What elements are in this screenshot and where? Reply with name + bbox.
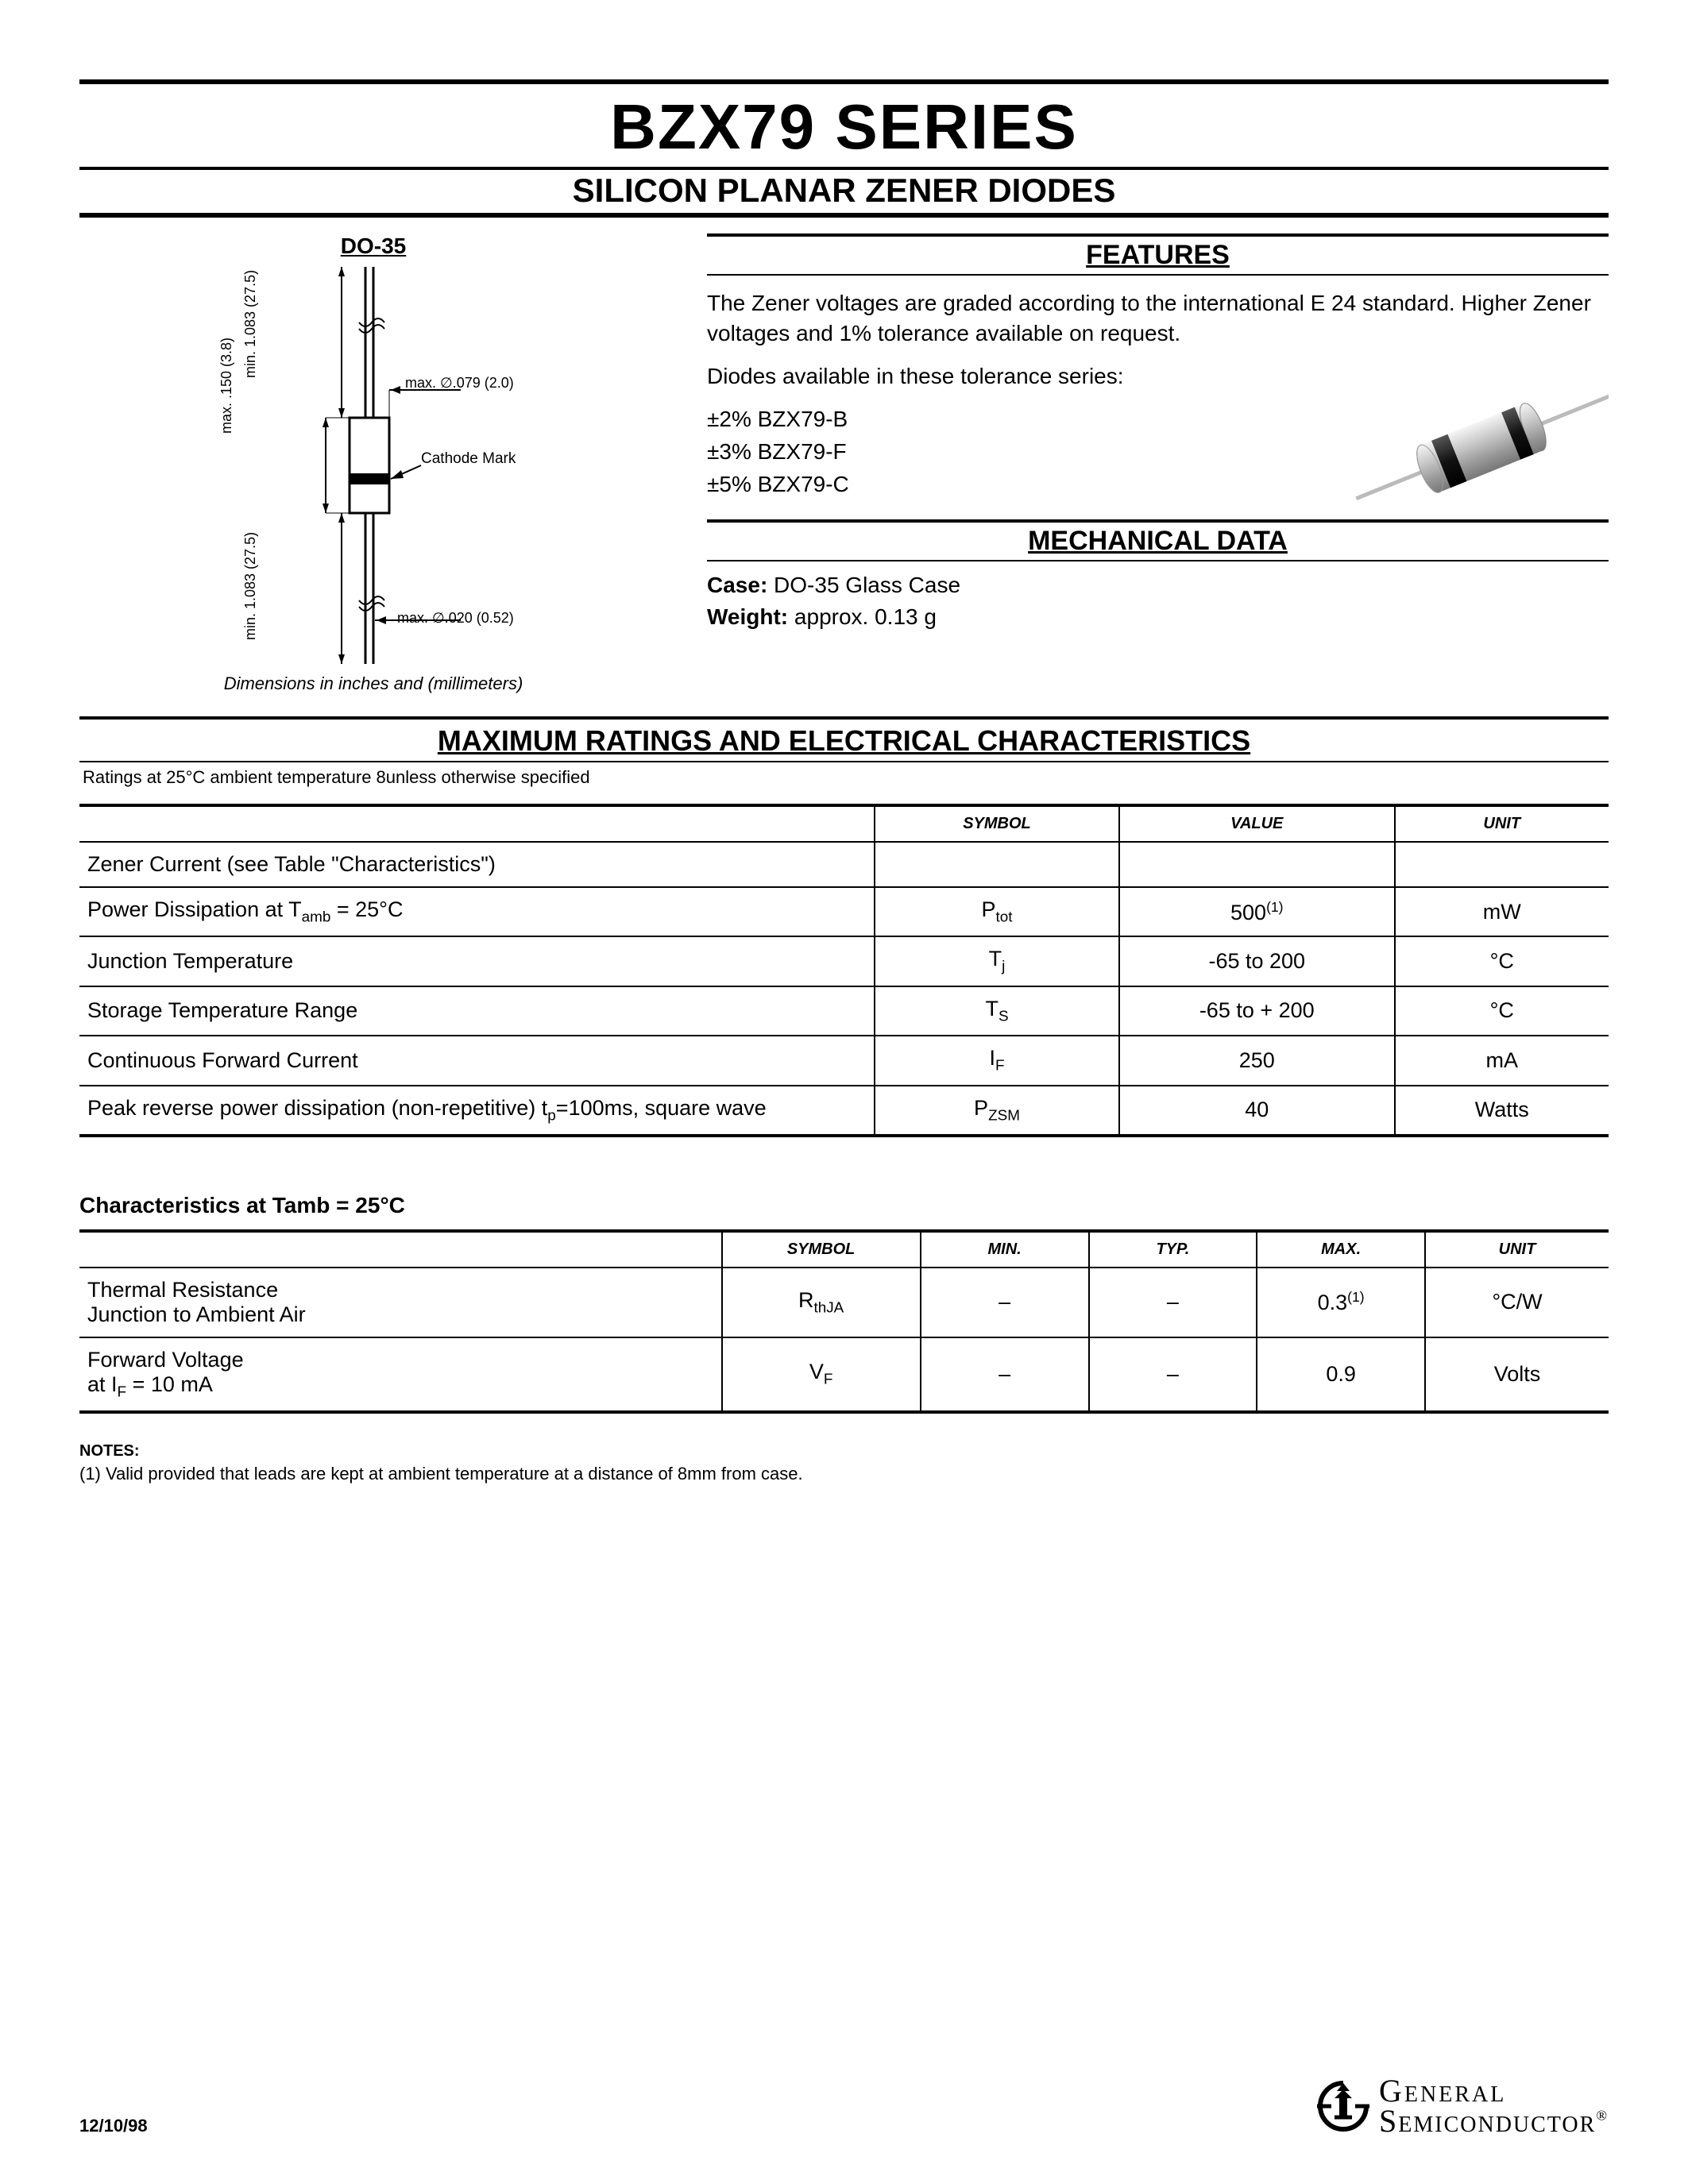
table-row: Junction TemperatureTj-65 to 200°C: [79, 936, 1609, 986]
char-col-symbol: SYMBOL: [722, 1231, 921, 1268]
case-label: Case:: [707, 573, 767, 597]
ratings-heading: MAXIMUM RATINGS AND ELECTRICAL CHARACTER…: [79, 720, 1609, 761]
char-col-typ: TYP.: [1089, 1231, 1257, 1268]
weight-value: approx. 0.13 g: [794, 604, 937, 629]
weight-label: Weight:: [707, 604, 788, 629]
dim-lead-bot: min. 1.083 (27.5): [242, 532, 259, 640]
package-caption: Dimensions in inches and (millimeters): [79, 673, 667, 694]
char-col-unit: UNIT: [1425, 1231, 1609, 1268]
characteristics-heading: Characteristics at Tamb = 25°C: [79, 1193, 1609, 1218]
footer-date: 12/10/98: [79, 2116, 148, 2136]
table-row: Thermal ResistanceJunction to Ambient Ai…: [79, 1268, 1609, 1337]
dim-lead-top: min. 1.083 (27.5): [242, 270, 259, 378]
table-row: Power Dissipation at Tamb = 25°CPtot500(…: [79, 887, 1609, 936]
logo-icon: [1315, 2078, 1371, 2134]
table-row: Forward Voltageat IF = 10 mAVF––0.9Volts: [79, 1337, 1609, 1412]
table-row: Peak reverse power dissipation (non-repe…: [79, 1086, 1609, 1136]
rule-under-subtitle: [79, 213, 1609, 218]
mechanical-heading: MECHANICAL DATA: [707, 523, 1609, 560]
company-logo: General Semiconductor®: [1315, 2076, 1609, 2136]
ratings-col-symbol: SYMBOL: [875, 805, 1119, 842]
note-1: (1) Valid provided that leads are kept a…: [79, 1464, 1609, 1484]
ratings-col-value: VALUE: [1119, 805, 1395, 842]
logo-line2: Semiconductor: [1379, 2103, 1596, 2139]
page-subtitle: SILICON PLANAR ZENER DIODES: [79, 170, 1609, 213]
page-title: BZX79 SERIES: [79, 84, 1609, 167]
characteristics-table: SYMBOL MIN. TYP. MAX. UNIT Thermal Resis…: [79, 1229, 1609, 1414]
char-col-max: MAX.: [1257, 1231, 1425, 1268]
features-heading: FEATURES: [707, 237, 1609, 274]
cathode-label: Cathode Mark: [421, 451, 516, 468]
features-p1: The Zener voltages are graded according …: [707, 276, 1609, 361]
ratings-table: SYMBOL VALUE UNIT Zener Current (see Tab…: [79, 804, 1609, 1137]
ratings-note: Ratings at 25°C ambient temperature 8unl…: [79, 762, 1609, 804]
package-diagram: max. .150 (3.8) min. 1.083 (27.5) min. 1…: [214, 267, 532, 664]
table-row: Continuous Forward CurrentIF250mA: [79, 1036, 1609, 1085]
char-col-min: MIN.: [921, 1231, 1089, 1268]
dim-body-dia: max. ∅.079 (2.0): [405, 375, 514, 392]
dim-body-len: max. .150 (3.8): [218, 338, 235, 434]
table-row: Storage Temperature RangeTS-65 to + 200°…: [79, 986, 1609, 1036]
table-row: Zener Current (see Table "Characteristic…: [79, 842, 1609, 887]
dim-lead-dia: max. ∅.020 (0.52): [397, 610, 514, 627]
case-value: DO-35 Glass Case: [774, 573, 960, 597]
package-label: DO-35: [79, 233, 667, 259]
ratings-col-unit: UNIT: [1395, 805, 1609, 842]
diode-icon: [1354, 369, 1609, 527]
notes-heading: NOTES:: [79, 1442, 1609, 1461]
mech-rule-under: [707, 560, 1609, 561]
